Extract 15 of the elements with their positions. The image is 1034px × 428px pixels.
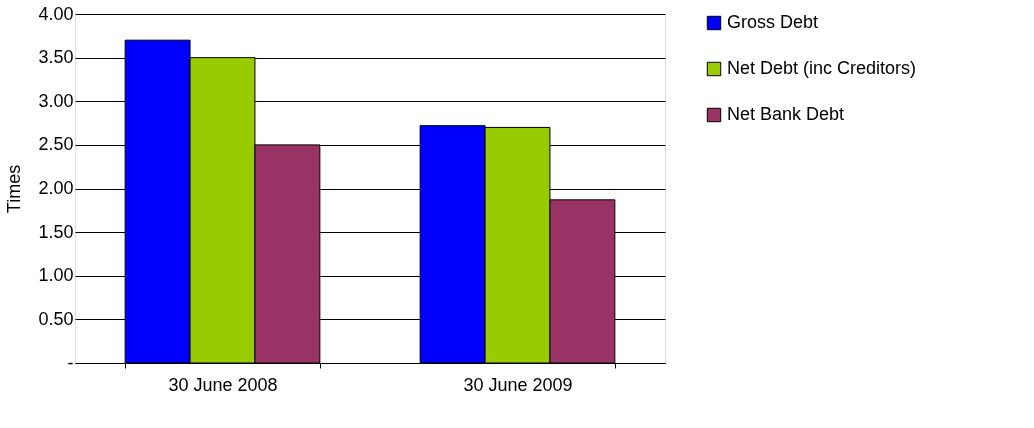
y-tick-label: 0.50 [38, 308, 74, 329]
y-tick-label: 4.00 [38, 3, 74, 24]
y-tick-label: 1.00 [38, 265, 74, 286]
x-tick-label: 30 June 2009 [463, 374, 573, 395]
legend-label: Net Bank Debt [727, 104, 845, 124]
y-tick-label: 2.00 [38, 178, 74, 198]
legend-label: Net Debt (inc Creditors) [727, 58, 917, 78]
y-tick-label: 1.50 [38, 221, 74, 242]
legend-label: Gross Debt [727, 12, 819, 32]
x-tick-label: 30 June 2008 [168, 374, 278, 395]
y-tick-label: 3.00 [38, 90, 74, 111]
y-tick-label: 2.50 [38, 134, 74, 155]
y-axis-title: Times [4, 164, 25, 214]
y-tick-label: - [67, 352, 74, 373]
y-tick-label: 3.50 [38, 47, 74, 68]
